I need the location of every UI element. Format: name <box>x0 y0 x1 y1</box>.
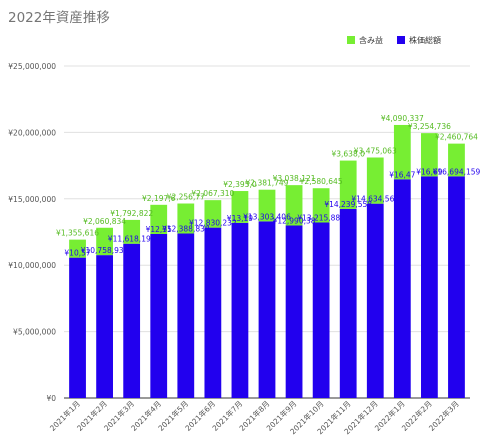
bar-stock-0 <box>69 257 86 398</box>
data-label-gain-8: ¥3,038,121 <box>273 174 316 183</box>
bar-stock-10 <box>339 208 357 398</box>
data-label-gain-10: ¥3,638,0 <box>331 150 365 159</box>
bar-stock-13 <box>421 176 438 398</box>
y-tick-label: ¥15,000,000 <box>8 195 56 204</box>
bar-gain-4 <box>177 203 195 234</box>
y-tick-label: ¥10,000,000 <box>8 261 56 270</box>
legend-swatch-gain <box>347 36 355 44</box>
data-label-gain-13: ¥3,254,736 <box>408 122 451 131</box>
bar-stock-9 <box>312 222 330 398</box>
bar-gain-0 <box>69 239 86 258</box>
data-label-stock-6: ¥13,19 <box>227 214 253 223</box>
y-tick-label: ¥5,000,000 <box>13 328 56 337</box>
data-label-stock-11: ¥14,634,566 <box>351 195 399 204</box>
chart-title: 2022年資産推移 <box>8 10 110 26</box>
data-label-stock-4: ¥12,388,838 <box>162 224 210 233</box>
bar-gain-1 <box>96 227 113 256</box>
data-label-gain-3: ¥2,197,6 <box>142 194 176 203</box>
data-label-stock-5: ¥12,830,232 <box>189 219 237 228</box>
bar-gain-3 <box>150 204 168 234</box>
bar-stock-2 <box>123 243 141 398</box>
data-label-gain-7: ¥2,381,749 <box>246 179 289 188</box>
bar-stock-14 <box>448 176 465 398</box>
data-label-stock-10: ¥14,239,558 <box>324 200 372 209</box>
bar-stock-1 <box>96 255 113 398</box>
data-label-gain-4: ¥2,256,77 <box>167 193 205 202</box>
bar-gain-14 <box>448 143 465 177</box>
bar-gain-12 <box>393 124 411 180</box>
bar-stock-8 <box>285 225 303 398</box>
bar-gain-10 <box>339 160 357 209</box>
bar-stock-7 <box>258 221 276 398</box>
data-label-gain-14: ¥2,460,764 <box>435 133 478 142</box>
bar-gain-8 <box>285 185 303 226</box>
bar-gain-11 <box>366 157 384 204</box>
bar-stock-5 <box>204 227 222 398</box>
legend: 含み益 株価総額 <box>347 35 441 45</box>
y-tick-label: ¥25,000,000 <box>8 62 56 71</box>
bar-gain-2 <box>123 219 141 244</box>
data-label-stock-1: ¥10,758,937 <box>81 246 129 255</box>
y-tick-label: ¥0 <box>46 394 56 403</box>
bar-stock-12 <box>393 179 411 398</box>
bar-gain-9 <box>312 188 330 223</box>
y-axis-ticks: ¥0 ¥5,000,000 ¥10,000,000 ¥15,000,000 ¥20,00… <box>8 62 56 403</box>
data-label-stock-2: ¥11,618,190 <box>108 235 156 244</box>
bar-stock-3 <box>150 233 168 398</box>
data-label-stock-9: ¥13,215,884 <box>297 213 345 222</box>
bar-stock-11 <box>366 203 384 398</box>
bar-gain-5 <box>204 200 222 228</box>
data-label-stock-0: ¥10,57 <box>64 249 90 258</box>
bars <box>69 124 465 398</box>
data-label-stock-8: ¥12,990,38 <box>273 216 316 225</box>
y-tick-label: ¥20,000,000 <box>8 128 56 137</box>
data-labels: ¥10,57 ¥1,355,616 ¥10,758,937 ¥2,060,834 ¥11… <box>56 114 480 258</box>
legend-label-stock: 株価総額 <box>409 35 441 45</box>
data-label-stock-13: ¥16,69 <box>416 167 442 176</box>
bar-stock-4 <box>177 233 195 398</box>
bar-gain-13 <box>421 133 438 177</box>
data-label-gain-11: ¥3,475,063 <box>354 147 397 156</box>
x-axis-ticks: 2021年1月2021年2月2021年3月2021年4月2021年5月2021年… <box>47 398 460 436</box>
bar-gain-7 <box>258 189 276 222</box>
data-label-gain-1: ¥2,060,834 <box>83 217 126 226</box>
data-label-stock-7: ¥13,303,406 <box>243 212 291 221</box>
data-label-gain-9: ¥2,580,645 <box>300 177 343 186</box>
bar-stock-6 <box>231 222 249 398</box>
legend-label-gain: 含み益 <box>359 35 383 45</box>
legend-swatch-stock <box>397 36 405 44</box>
data-label-gain-0: ¥1,355,616 <box>56 229 99 238</box>
data-label-gain-2: ¥1,792,822 <box>110 209 153 218</box>
data-label-stock-3: ¥12,35 <box>146 225 172 234</box>
data-label-gain-12: ¥4,090,337 <box>381 114 424 123</box>
data-label-stock-14: ¥16,694,159 <box>433 167 480 176</box>
bar-gain-6 <box>231 191 249 223</box>
data-label-stock-12: ¥16,47 <box>389 170 415 179</box>
data-label-gain-6: ¥2,395,0 <box>223 180 257 189</box>
data-label-gain-5: ¥2,067,310 <box>191 189 234 198</box>
